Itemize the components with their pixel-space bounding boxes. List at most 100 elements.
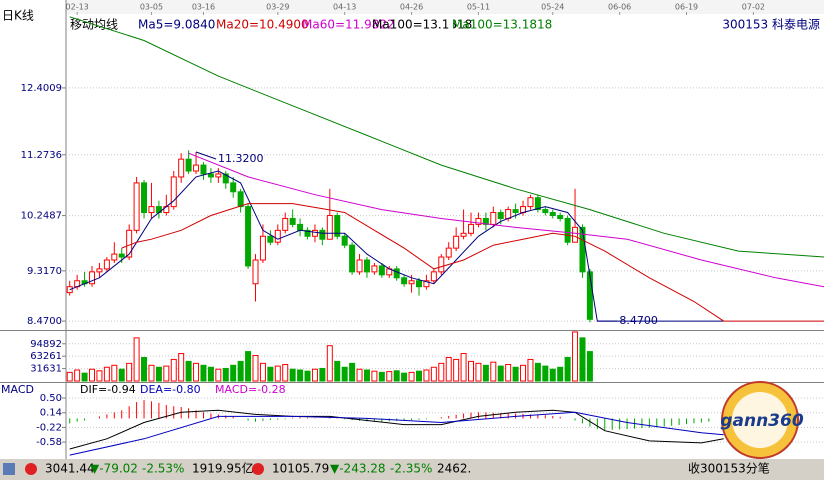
candle-body xyxy=(297,223,304,231)
volume-bar xyxy=(118,368,125,382)
volume-bar xyxy=(475,362,482,382)
volume-bar xyxy=(193,362,200,382)
candle-body xyxy=(505,209,512,219)
status-icon[interactable] xyxy=(3,463,15,475)
annotation-leader xyxy=(195,151,217,160)
candle-body xyxy=(363,259,370,273)
volume-bar xyxy=(482,364,489,382)
macd-title: MACD xyxy=(1,383,34,396)
ma-line xyxy=(69,411,724,456)
y-tick-label: 63261 xyxy=(30,351,62,362)
candle-body xyxy=(572,226,579,243)
volume-bar xyxy=(371,370,378,382)
volume-bar xyxy=(334,360,341,382)
y-tick-label: 11.2736 xyxy=(21,150,62,161)
candle-body xyxy=(579,226,586,273)
x-tick-label: 04-26 xyxy=(400,3,423,12)
ma-line xyxy=(69,409,724,450)
status-icon[interactable] xyxy=(25,463,37,475)
y-tick-label: 10.2487 xyxy=(21,211,62,222)
logo: gann360 xyxy=(720,381,804,459)
volume-bar xyxy=(96,370,103,382)
candle-body xyxy=(534,197,541,211)
candle-body xyxy=(200,164,207,175)
x-tick-label: 03-05 xyxy=(140,3,163,12)
candle-body xyxy=(512,209,519,214)
candle-body xyxy=(460,232,467,237)
date-strip xyxy=(66,0,824,14)
candle-body xyxy=(378,265,385,276)
legend-entry: Ma100=13.1818 xyxy=(452,18,552,32)
candle-body xyxy=(289,217,296,225)
volume-bar xyxy=(326,345,333,382)
candle-body xyxy=(96,268,103,273)
volume-bar xyxy=(178,353,185,382)
x-tick-label: 03-29 xyxy=(266,3,289,12)
status-icon[interactable] xyxy=(252,463,264,475)
volume-bar xyxy=(230,364,237,382)
volume-bar xyxy=(386,371,393,382)
candle-body xyxy=(468,223,475,234)
x-tick-label: 06-06 xyxy=(608,3,631,12)
status-text: 10105.79 xyxy=(272,462,329,476)
volume-bar xyxy=(401,372,408,382)
candle-body xyxy=(207,173,214,178)
volume-bar xyxy=(356,368,363,382)
status-text: ▼-79.02 xyxy=(90,462,138,476)
candle-body xyxy=(341,235,348,246)
volume-bar xyxy=(311,368,318,382)
candle-body xyxy=(557,215,564,219)
annotation: 11.3200 xyxy=(218,152,263,165)
volume-bar xyxy=(155,366,162,382)
ma-line xyxy=(188,152,824,288)
x-tick-label: 03-16 xyxy=(192,3,215,12)
candle-body xyxy=(193,164,200,172)
legend-entry: Ma100=13.1818 xyxy=(372,18,472,32)
volume-bar xyxy=(81,372,88,382)
legend-entry: DIF=-0.94 xyxy=(80,383,136,396)
volume-bar xyxy=(66,371,73,382)
candle-body xyxy=(586,271,593,320)
candle-body xyxy=(252,259,259,285)
logo-inner xyxy=(732,392,788,448)
volume-bar xyxy=(215,368,222,382)
volume-bar xyxy=(363,369,370,382)
volume-bar xyxy=(393,370,400,382)
legend-entry: Ma20=10.4900 xyxy=(216,18,309,32)
x-tick-label: 04-13 xyxy=(333,3,356,12)
candle-body xyxy=(393,268,400,279)
ma-line xyxy=(69,16,824,258)
candle-body xyxy=(185,158,192,172)
y-tick-label: -0.58 xyxy=(36,437,62,448)
y-tick-label: 0.14 xyxy=(40,408,62,419)
volume-bar xyxy=(490,361,497,382)
candle-body xyxy=(542,209,549,214)
volume-bar xyxy=(579,337,586,382)
y-tick-label: 0.50 xyxy=(40,393,62,404)
candle-body xyxy=(349,244,356,273)
volume-bar xyxy=(497,365,504,382)
candle-body xyxy=(89,271,96,285)
volume-bar xyxy=(141,356,148,382)
volume-bar xyxy=(133,337,140,382)
volume-bar xyxy=(252,355,259,382)
volume-bar xyxy=(408,371,415,382)
status-text: 2462. xyxy=(437,462,471,476)
candle-body xyxy=(497,212,504,219)
candle-body xyxy=(415,280,422,288)
status-text: -2.53% xyxy=(142,462,184,476)
y-tick-label: 12.4009 xyxy=(21,83,62,94)
candle-body xyxy=(371,265,378,273)
volume-bar xyxy=(534,362,541,382)
candle-body xyxy=(549,212,556,217)
volume-bar xyxy=(527,358,534,382)
status-text[interactable]: 收300153分笔 xyxy=(688,461,770,476)
candle-body xyxy=(453,235,460,249)
legend-entry: Ma5=9.0840 xyxy=(138,18,215,32)
candle-body xyxy=(215,173,222,178)
candle-body xyxy=(267,235,274,243)
candle-body xyxy=(564,217,571,243)
